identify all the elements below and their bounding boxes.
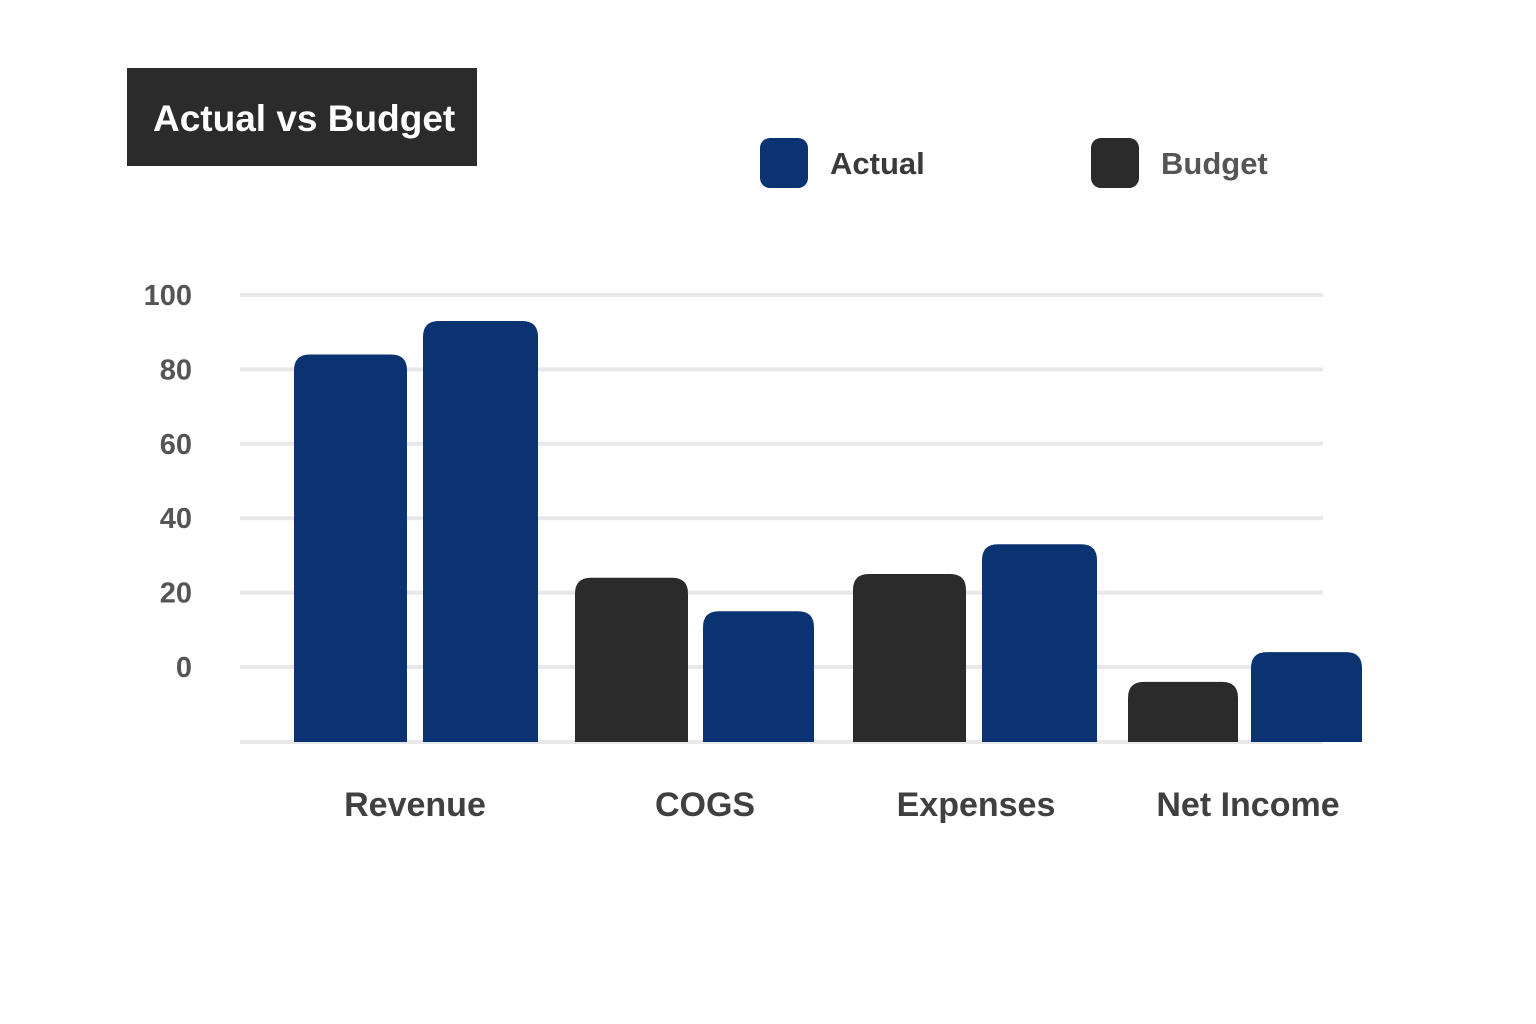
legend-label-budget: Budget [1161, 146, 1268, 181]
legend-label-actual: Actual [830, 146, 925, 181]
bar-budget [575, 577, 688, 742]
x-category-label: COGS [655, 786, 755, 824]
bar-budget [1128, 681, 1238, 742]
y-tick-label: 20 [160, 578, 192, 610]
chart-title: Actual vs Budget [153, 98, 455, 139]
x-category-label: Net Income [1156, 786, 1339, 824]
bar-actual [294, 354, 407, 742]
bar-actual [982, 544, 1097, 742]
bars [294, 321, 1362, 742]
bar-actual [703, 611, 814, 742]
y-tick-label: 60 [160, 429, 192, 461]
x-category-label: Expenses [897, 786, 1056, 824]
x-category-label: Revenue [344, 786, 486, 824]
chart-title-box [127, 68, 477, 166]
y-tick-label: 0 [176, 652, 192, 684]
y-tick-label: 100 [144, 280, 192, 312]
legend: Actual Budget [760, 138, 1268, 188]
bar-budget [853, 574, 966, 742]
y-tick-label: 40 [160, 503, 192, 535]
legend-swatch-budget [1091, 138, 1139, 188]
y-tick-label: 80 [160, 354, 192, 386]
bar-actual [1251, 652, 1362, 742]
y-axis-ticks: 100 80 60 40 20 0 [144, 280, 192, 684]
legend-swatch-actual [760, 138, 808, 188]
x-axis-categories: Revenue COGS Expenses Net Income [344, 786, 1340, 824]
bar-actual [423, 321, 538, 742]
